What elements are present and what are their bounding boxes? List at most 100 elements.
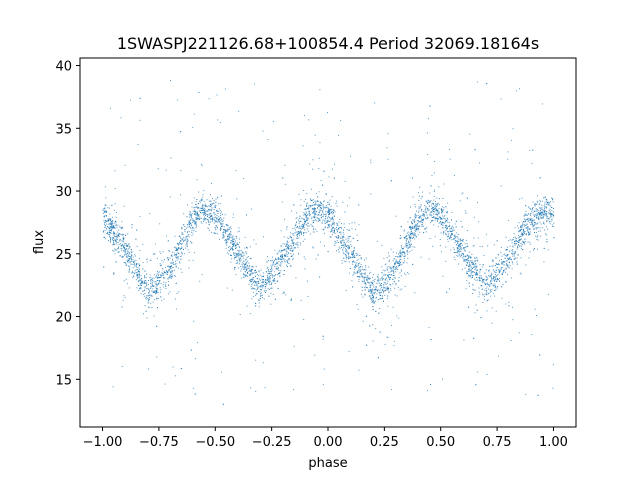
data-point — [238, 255, 240, 256]
data-point — [495, 269, 497, 271]
data-point — [220, 225, 222, 227]
data-point — [480, 285, 482, 286]
data-point — [520, 227, 522, 228]
data-point — [474, 261, 476, 263]
data-point — [365, 269, 367, 271]
data-point — [398, 261, 400, 263]
data-point — [433, 216, 435, 217]
data-point — [218, 219, 220, 221]
data-point — [138, 277, 140, 279]
data-point — [412, 263, 414, 265]
data-point — [541, 211, 543, 213]
data-point — [352, 253, 354, 255]
data-point — [483, 279, 485, 280]
data-point — [139, 250, 141, 251]
data-point — [171, 272, 173, 274]
data-point — [444, 215, 446, 216]
data-point — [303, 115, 305, 116]
data-point — [129, 246, 131, 248]
data-point — [541, 200, 543, 202]
data-point — [525, 233, 527, 235]
data-point — [420, 256, 422, 258]
data-point — [126, 244, 127, 246]
data-point — [392, 271, 394, 272]
data-point — [330, 236, 332, 238]
data-point — [124, 262, 126, 264]
data-point — [436, 215, 438, 217]
data-point — [443, 232, 445, 234]
data-point — [527, 229, 529, 231]
data-point — [178, 253, 180, 255]
data-point — [322, 215, 324, 217]
data-point — [445, 246, 447, 248]
data-point — [302, 224, 304, 226]
data-point — [348, 197, 350, 199]
data-point — [246, 272, 248, 273]
data-point — [189, 223, 191, 225]
data-point — [103, 212, 104, 214]
data-point — [491, 273, 493, 275]
data-point — [492, 259, 494, 261]
data-point — [401, 253, 403, 255]
data-point — [200, 208, 202, 210]
data-point — [509, 264, 511, 266]
data-point — [267, 270, 269, 272]
data-point — [191, 202, 193, 204]
data-point — [310, 188, 312, 190]
data-point — [471, 253, 473, 255]
data-point — [318, 212, 320, 214]
data-point — [500, 268, 502, 270]
data-point — [356, 253, 358, 255]
data-point — [472, 276, 473, 278]
data-point — [530, 220, 532, 222]
data-point — [307, 222, 309, 224]
data-point — [517, 254, 519, 256]
data-point — [343, 257, 345, 259]
data-point — [260, 293, 261, 295]
data-point — [330, 231, 332, 233]
data-point — [346, 229, 348, 231]
data-point — [381, 272, 383, 274]
data-point — [286, 266, 288, 267]
data-point — [188, 233, 190, 235]
data-point — [297, 246, 299, 248]
data-point — [386, 257, 388, 259]
data-point — [525, 393, 527, 395]
data-point — [249, 246, 251, 248]
data-point — [170, 278, 172, 279]
data-point — [507, 151, 509, 153]
data-point — [156, 273, 158, 275]
data-point — [174, 375, 176, 377]
data-point — [520, 225, 522, 227]
data-point — [340, 227, 342, 229]
data-point — [345, 290, 347, 291]
data-point — [524, 230, 526, 232]
data-point — [488, 270, 490, 272]
data-point — [476, 258, 478, 260]
data-point — [152, 280, 154, 282]
data-point — [216, 210, 218, 212]
data-point — [263, 280, 265, 282]
data-point — [411, 249, 413, 251]
data-point — [128, 247, 130, 249]
data-point — [143, 295, 145, 297]
data-point — [455, 226, 457, 228]
data-point — [230, 255, 232, 257]
data-point — [242, 266, 244, 268]
data-point — [362, 320, 364, 322]
data-point — [294, 247, 296, 249]
data-point — [507, 258, 509, 260]
data-point — [431, 220, 433, 222]
data-point — [447, 234, 449, 236]
data-point — [300, 231, 302, 233]
data-point — [138, 273, 140, 275]
data-point — [539, 199, 541, 201]
data-point — [283, 236, 285, 238]
data-point — [190, 223, 192, 224]
data-point — [370, 297, 372, 299]
data-point — [237, 254, 239, 256]
data-point — [252, 266, 254, 268]
data-point — [390, 284, 392, 286]
data-point — [552, 198, 554, 199]
data-point — [291, 237, 293, 239]
